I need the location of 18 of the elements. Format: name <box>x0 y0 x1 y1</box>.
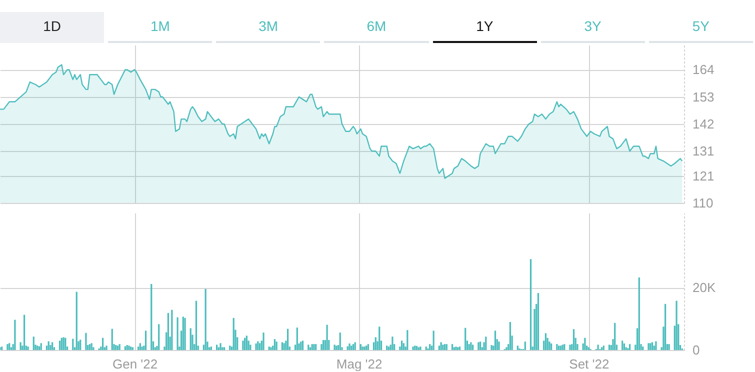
text: 5Y <box>648 12 753 43</box>
x-tick-label: Set '22 <box>569 356 610 372</box>
y-tick-label: 121 <box>692 168 714 184</box>
text: 6M <box>324 12 429 43</box>
y-tick-label: 131 <box>692 144 714 159</box>
text: 3Y <box>540 12 645 43</box>
y-tick-label: 164 <box>692 62 714 78</box>
x-tick-label: Gen '22 <box>112 356 158 372</box>
y-tick-label: 0 <box>692 342 700 358</box>
x-tick-label: Mag '22 <box>336 356 382 372</box>
y-tick-label: 20K <box>692 280 716 296</box>
text: 1Y <box>432 12 537 43</box>
y-tick-label: 153 <box>692 89 714 104</box>
text: 1D <box>0 12 104 43</box>
text: 1M <box>108 12 212 43</box>
y-tick-label: 142 <box>692 116 714 132</box>
text: 3M <box>216 12 320 43</box>
y-tick-label: 110 <box>692 196 714 210</box>
